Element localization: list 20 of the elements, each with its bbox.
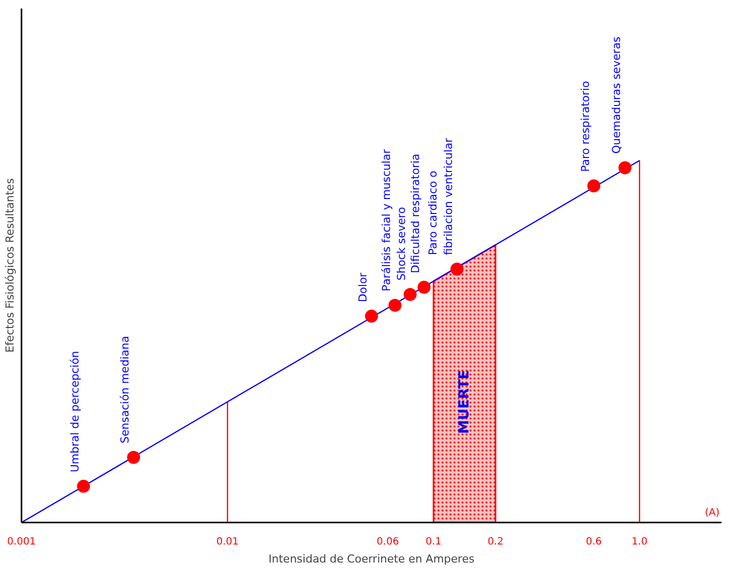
annotation: (A) <box>704 508 720 518</box>
x-tick-label: 0.2 <box>488 536 504 548</box>
annotation: Paro respiratorio <box>578 80 592 172</box>
x-tick-label: 0.001 <box>7 536 36 548</box>
band-label: MUERTE <box>456 370 473 434</box>
annotation: Umbral de percepción <box>68 350 82 472</box>
annotation: Quemaduras severas <box>610 36 623 154</box>
x-axis-title: Intensidad de Coerrinete en Amperes <box>268 552 475 566</box>
x-tick-label: 0.1 <box>426 536 442 548</box>
annotation: Dificultad respiratoria <box>409 154 422 274</box>
annotation: Dolor <box>356 272 370 302</box>
annotation: Shock severo <box>395 206 408 280</box>
y-axis-title: Efectos Fisiológicos Resultantes <box>4 178 16 353</box>
x-tick-label: 0.06 <box>376 536 399 548</box>
annotation: Paro cardiaco o fibrilacion ventricular <box>426 138 455 256</box>
x-tick-label: 0.01 <box>216 536 239 548</box>
x-tick-label: 1.0 <box>632 536 648 548</box>
x-tick-label: 0.6 <box>586 536 602 548</box>
annotation: Parálisis facial y muscular <box>380 148 393 292</box>
annotation: Sensación mediana <box>118 336 132 444</box>
